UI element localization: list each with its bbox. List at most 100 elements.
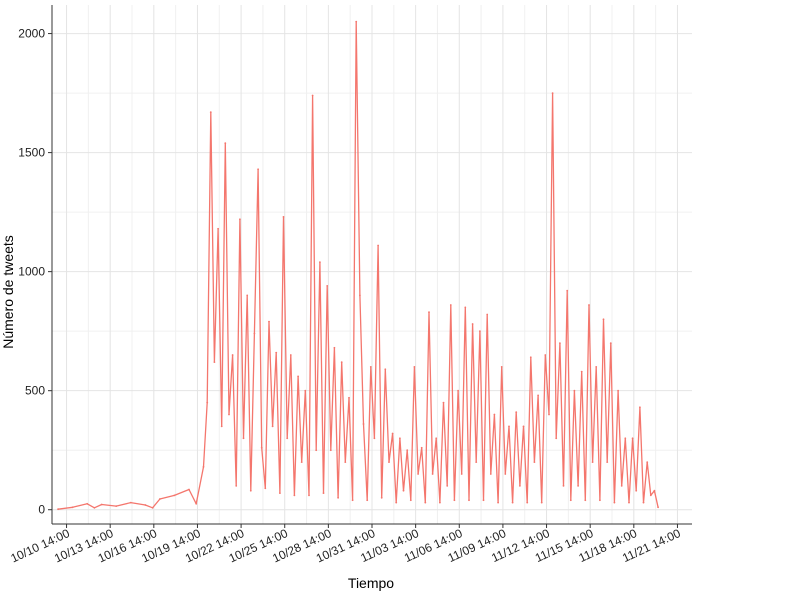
data-point bbox=[231, 354, 234, 356]
data-point bbox=[362, 423, 365, 425]
data-point bbox=[559, 342, 561, 344]
data-point bbox=[595, 366, 598, 368]
y-axis-title: Número de tweets bbox=[0, 235, 16, 349]
data-point bbox=[471, 323, 474, 325]
data-point bbox=[366, 499, 369, 502]
data-point bbox=[548, 413, 550, 416]
data-point bbox=[642, 501, 645, 504]
data-point bbox=[620, 485, 623, 487]
data-point bbox=[315, 449, 318, 452]
data-point bbox=[486, 313, 489, 316]
data-point bbox=[493, 413, 496, 416]
data-point bbox=[217, 227, 220, 230]
data-point bbox=[504, 473, 507, 475]
data-point bbox=[508, 425, 510, 428]
data-point bbox=[519, 485, 521, 487]
data-point bbox=[515, 411, 518, 413]
data-point bbox=[460, 473, 463, 475]
data-point bbox=[551, 92, 554, 94]
data-point bbox=[588, 304, 590, 306]
data-point bbox=[57, 508, 59, 511]
data-point bbox=[260, 446, 263, 449]
data-point bbox=[268, 320, 270, 323]
data-point bbox=[329, 449, 332, 452]
data-point bbox=[489, 473, 492, 475]
y-tick-label: 0 bbox=[38, 503, 45, 517]
data-point bbox=[439, 501, 441, 504]
data-point bbox=[399, 437, 401, 440]
data-point bbox=[380, 496, 383, 499]
data-point bbox=[540, 501, 543, 504]
data-point bbox=[580, 370, 583, 373]
data-point bbox=[602, 318, 605, 321]
data-point bbox=[533, 461, 536, 463]
data-point bbox=[235, 485, 238, 487]
data-point bbox=[479, 330, 481, 333]
data-point bbox=[253, 332, 256, 335]
data-point bbox=[297, 375, 299, 378]
data-point bbox=[209, 111, 212, 113]
data-point bbox=[442, 401, 445, 404]
data-point bbox=[544, 354, 547, 356]
data-point bbox=[646, 461, 649, 463]
data-point bbox=[628, 501, 630, 504]
data-point bbox=[457, 389, 459, 392]
data-point bbox=[497, 501, 499, 504]
data-point bbox=[271, 425, 274, 428]
data-point bbox=[653, 489, 656, 492]
data-point bbox=[424, 501, 427, 504]
data-point bbox=[286, 437, 289, 440]
y-tick-label: 500 bbox=[25, 384, 45, 398]
data-point bbox=[293, 494, 296, 497]
data-point bbox=[242, 437, 245, 440]
data-point bbox=[355, 20, 358, 23]
data-point bbox=[599, 499, 601, 502]
data-point bbox=[348, 396, 350, 399]
data-point bbox=[420, 446, 423, 449]
data-point bbox=[213, 361, 216, 363]
data-point bbox=[555, 437, 558, 440]
data-point bbox=[264, 487, 267, 490]
data-point bbox=[351, 499, 354, 502]
data-point bbox=[526, 501, 529, 504]
data-point bbox=[406, 449, 409, 452]
data-point bbox=[537, 394, 539, 397]
data-point bbox=[468, 499, 470, 502]
data-point bbox=[282, 216, 285, 218]
data-point bbox=[239, 218, 241, 221]
data-point bbox=[529, 356, 532, 359]
data-point bbox=[159, 498, 161, 500]
data-point bbox=[522, 425, 525, 428]
data-point bbox=[624, 437, 627, 440]
data-point bbox=[373, 437, 376, 440]
data-point bbox=[257, 168, 259, 171]
data-point bbox=[228, 413, 230, 416]
data-point bbox=[511, 501, 514, 504]
data-point bbox=[93, 506, 96, 509]
data-point bbox=[344, 461, 347, 463]
data-point bbox=[606, 461, 609, 463]
data-point bbox=[340, 361, 343, 363]
data-point bbox=[195, 502, 198, 505]
data-point bbox=[275, 351, 278, 354]
data-point bbox=[613, 501, 616, 504]
data-point bbox=[464, 306, 467, 309]
data-point bbox=[500, 366, 503, 368]
y-tick-label: 2000 bbox=[18, 27, 45, 41]
data-point bbox=[319, 261, 321, 263]
data-point bbox=[446, 485, 449, 487]
data-point bbox=[173, 494, 176, 497]
data-point bbox=[475, 461, 478, 463]
data-point bbox=[326, 285, 329, 287]
data-point bbox=[569, 499, 572, 502]
data-point bbox=[144, 504, 147, 506]
data-point bbox=[249, 489, 252, 492]
data-point bbox=[431, 473, 434, 475]
data-point bbox=[402, 489, 405, 492]
data-point bbox=[188, 488, 190, 491]
data-point bbox=[384, 368, 387, 371]
data-point bbox=[562, 485, 565, 487]
data-point bbox=[300, 461, 303, 463]
data-point bbox=[566, 289, 569, 292]
